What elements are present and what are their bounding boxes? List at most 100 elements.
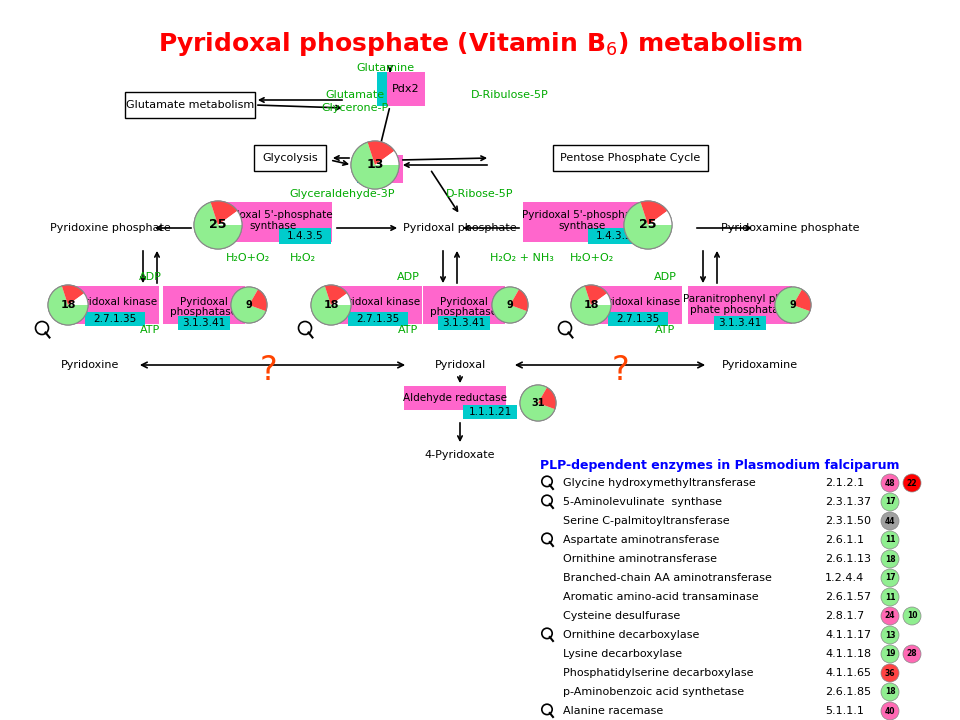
Text: Ornithine aminotransferase: Ornithine aminotransferase (563, 554, 717, 564)
Wedge shape (585, 285, 607, 305)
Text: Glyceraldehyde-3P: Glyceraldehyde-3P (289, 189, 395, 199)
Text: 19: 19 (885, 649, 896, 659)
Text: 18: 18 (885, 554, 896, 564)
Circle shape (492, 287, 528, 323)
Circle shape (775, 287, 811, 323)
Circle shape (351, 141, 399, 189)
Text: 48: 48 (885, 479, 896, 487)
Bar (438, 316, 490, 330)
Text: Aldehyde reductase: Aldehyde reductase (403, 393, 507, 403)
Text: 2.8.1.7: 2.8.1.7 (825, 611, 864, 621)
Circle shape (881, 664, 899, 682)
Text: Glycine hydroxymethyltransferase: Glycine hydroxymethyltransferase (563, 478, 756, 488)
Text: phate phosphatase: phate phosphatase (689, 305, 790, 315)
Wedge shape (61, 285, 84, 305)
Text: 9: 9 (790, 300, 797, 310)
Text: Glycolysis: Glycolysis (262, 153, 318, 163)
Text: PLP-dependent enzymes in Plasmodium falciparum: PLP-dependent enzymes in Plasmodium falc… (540, 459, 900, 472)
Bar (387, 72, 425, 106)
Text: 1.2.4.4: 1.2.4.4 (825, 573, 864, 583)
Text: 9: 9 (246, 300, 252, 310)
Text: 2.3.1.37: 2.3.1.37 (825, 497, 871, 507)
Bar (594, 286, 682, 324)
Text: 17: 17 (885, 574, 896, 582)
Text: Glutamate metabolism: Glutamate metabolism (126, 100, 254, 110)
Text: Alanine racemase: Alanine racemase (563, 706, 663, 716)
Wedge shape (48, 286, 88, 325)
Circle shape (48, 285, 88, 325)
Bar (85, 312, 145, 326)
Text: H₂O₂: H₂O₂ (290, 253, 316, 263)
Text: 2.3.1.50: 2.3.1.50 (825, 516, 871, 526)
Circle shape (624, 201, 672, 249)
Wedge shape (218, 211, 242, 225)
Text: Pyridoxal 5'-phosphate: Pyridoxal 5'-phosphate (522, 210, 642, 220)
Text: Pyridoxal: Pyridoxal (434, 360, 486, 370)
Text: 17: 17 (885, 498, 896, 506)
Text: Pyridoxal phosphate (Vitamin B$_6$) metabolism: Pyridoxal phosphate (Vitamin B$_6$) meta… (157, 30, 803, 58)
Circle shape (881, 493, 899, 511)
Wedge shape (793, 305, 811, 311)
Circle shape (881, 607, 899, 625)
Text: 40: 40 (885, 706, 896, 716)
Text: 10: 10 (907, 611, 917, 621)
Text: 2.1.2.1: 2.1.2.1 (825, 478, 864, 488)
Wedge shape (210, 201, 237, 225)
Wedge shape (538, 403, 556, 409)
Text: Glutamine: Glutamine (356, 63, 414, 73)
Text: 22: 22 (907, 479, 917, 487)
Text: ADP: ADP (138, 272, 161, 282)
Circle shape (881, 683, 899, 701)
Wedge shape (351, 142, 399, 189)
Text: 3.1.3.41: 3.1.3.41 (718, 318, 761, 328)
Bar (377, 72, 387, 106)
Text: Pdx2: Pdx2 (393, 84, 420, 94)
Text: phosphatase: phosphatase (430, 307, 497, 317)
Wedge shape (640, 201, 667, 225)
Circle shape (903, 645, 921, 663)
Text: 13: 13 (367, 158, 384, 171)
Text: 2.6.1.57: 2.6.1.57 (825, 592, 871, 602)
Bar (214, 202, 332, 242)
Circle shape (881, 512, 899, 530)
Bar (553, 145, 708, 171)
Text: 4.1.1.18: 4.1.1.18 (825, 649, 871, 659)
Bar (688, 286, 792, 324)
Text: 2.6.1.1: 2.6.1.1 (825, 535, 864, 545)
Wedge shape (311, 286, 351, 325)
Text: H₂O₂ + NH₃: H₂O₂ + NH₃ (490, 253, 554, 263)
Bar (523, 202, 641, 242)
Text: 5-Aminolevulinate  synthase: 5-Aminolevulinate synthase (563, 497, 722, 507)
Wedge shape (368, 141, 395, 165)
Wedge shape (375, 151, 399, 165)
Text: Aspartate aminotransferase: Aspartate aminotransferase (563, 535, 719, 545)
Text: 4.1.1.17: 4.1.1.17 (825, 630, 871, 640)
Text: Pyridoxal kinase: Pyridoxal kinase (335, 297, 420, 307)
Text: Pyridoxal: Pyridoxal (440, 297, 488, 307)
Wedge shape (68, 293, 88, 305)
Text: phosphatase: phosphatase (171, 307, 237, 317)
Text: synthase: synthase (250, 221, 297, 231)
Circle shape (881, 626, 899, 644)
Circle shape (903, 474, 921, 492)
Text: H₂O+O₂: H₂O+O₂ (570, 253, 614, 263)
Text: ATP: ATP (655, 325, 675, 335)
Text: synthase: synthase (559, 221, 606, 231)
Text: 18: 18 (324, 300, 339, 310)
Text: Phosphatidylserine decarboxylase: Phosphatidylserine decarboxylase (563, 668, 754, 678)
Bar (357, 155, 367, 183)
Text: ADP: ADP (654, 272, 677, 282)
Bar (367, 155, 403, 183)
Bar (404, 386, 506, 410)
Wedge shape (538, 387, 556, 403)
Bar (71, 286, 159, 324)
Text: 2.6.1.85: 2.6.1.85 (825, 687, 871, 697)
Text: 4-Pyridoxate: 4-Pyridoxate (424, 450, 495, 460)
Text: 11: 11 (885, 593, 896, 601)
Bar (423, 286, 505, 324)
Text: 11: 11 (885, 536, 896, 544)
Text: D-Ribulose-5P: D-Ribulose-5P (471, 90, 549, 100)
Text: 2.7.1.35: 2.7.1.35 (93, 314, 136, 324)
Text: 25: 25 (639, 218, 657, 232)
Wedge shape (324, 285, 348, 305)
